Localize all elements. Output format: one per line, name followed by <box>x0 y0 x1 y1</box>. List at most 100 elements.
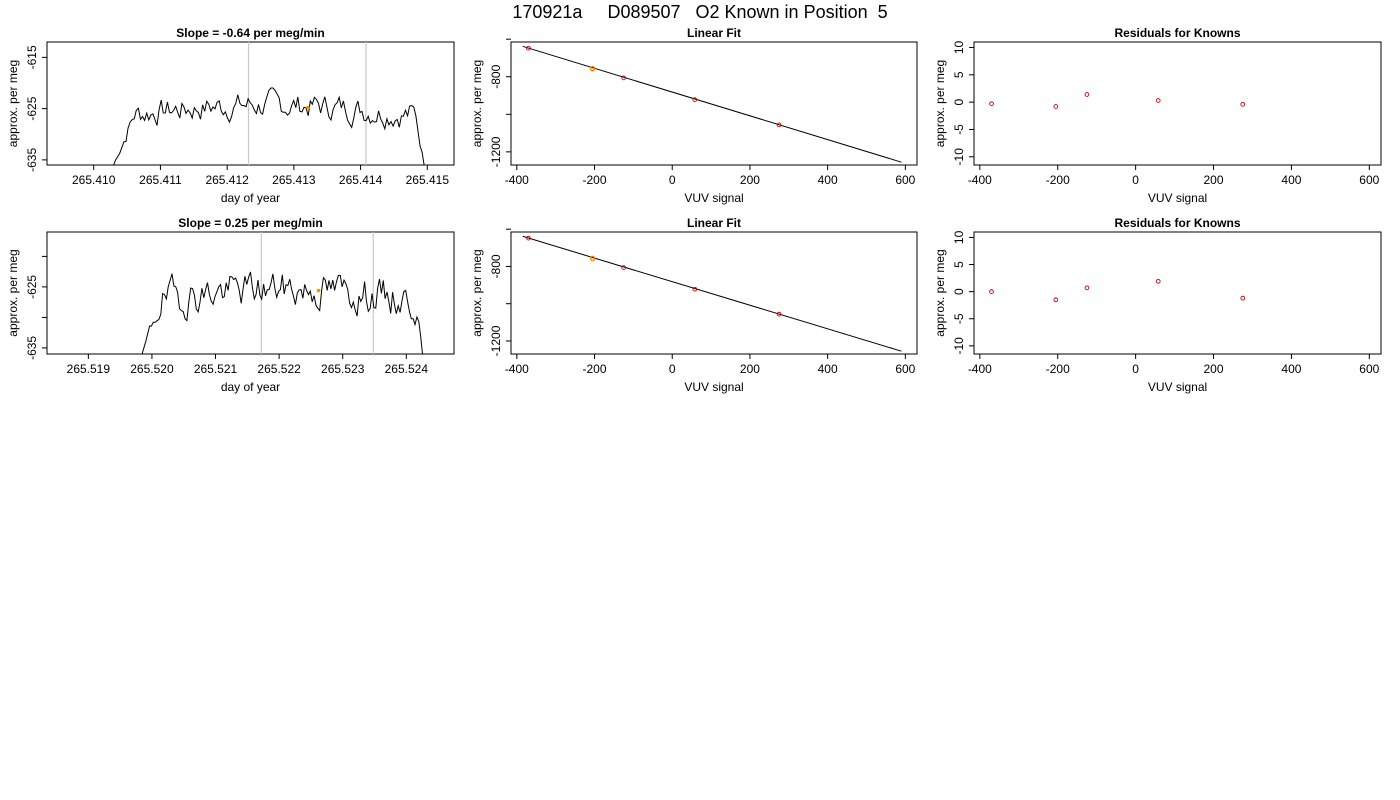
plot-area <box>110 42 428 165</box>
data-trace <box>139 271 426 354</box>
plot-area <box>522 235 902 352</box>
x-tick-label: -400 <box>505 173 529 187</box>
data-point <box>776 311 782 317</box>
chart-panel-res1: Residuals for Knowns -400 -200 0 200 400 600 10… <box>933 26 1382 205</box>
x-tick-label: 265.519 <box>67 362 111 376</box>
x-tick-label: 200 <box>740 362 760 376</box>
x-tick-label: 400 <box>818 173 838 187</box>
highlight-point <box>589 65 596 72</box>
x-tick-label: 200 <box>740 173 760 187</box>
y-tick-label: 10 <box>952 40 966 54</box>
y-tick-label: -800 <box>489 254 503 278</box>
x-axis-label: day of year <box>221 191 280 205</box>
plot-area <box>522 45 902 163</box>
y-axis-label: approx. per meg <box>470 60 484 147</box>
data-point <box>989 101 994 107</box>
plot-area <box>139 232 426 354</box>
chart-title: Residuals for Knowns <box>1114 216 1240 230</box>
y-tick-label: 10 <box>952 230 966 244</box>
x-axis-label: VUV signal <box>684 380 743 394</box>
data-point <box>1155 98 1161 103</box>
x-tick-label: -200 <box>1046 362 1070 376</box>
data-trace <box>110 87 428 165</box>
data-point <box>1084 285 1090 291</box>
y-tick-label: -10 <box>952 337 966 355</box>
highlight-point <box>589 255 596 262</box>
x-tick-label: 400 <box>1281 362 1301 376</box>
data-point <box>1053 104 1059 109</box>
x-tick-label: 200 <box>1204 173 1224 187</box>
chart-title: Linear Fit <box>687 26 741 40</box>
y-tick-label: -10 <box>952 148 966 166</box>
x-axis-label: VUV signal <box>1148 191 1207 205</box>
fit-line <box>522 235 902 352</box>
y-axis-label: approx. per meg <box>933 249 947 336</box>
x-tick-label: 200 <box>1204 362 1224 376</box>
fit-line <box>522 45 902 163</box>
chart-panel-res2: Residuals for Knowns -400 -200 0 200 400 600 10… <box>933 216 1382 394</box>
x-tick-label: -400 <box>968 362 992 376</box>
data-point <box>1084 92 1090 97</box>
x-tick-label: 600 <box>895 362 915 376</box>
x-tick-label: 600 <box>1359 173 1379 187</box>
x-tick-label: 400 <box>818 362 838 376</box>
plot-frame <box>510 231 918 355</box>
x-tick-label: 600 <box>895 173 915 187</box>
plot-frame <box>510 41 918 166</box>
plot-frame <box>973 41 1382 166</box>
x-tick-label: 265.523 <box>321 362 365 376</box>
x-axis-label: VUV signal <box>684 191 743 205</box>
data-point <box>621 265 627 270</box>
x-tick-label: 265.415 <box>406 173 450 187</box>
y-tick-label: -1200 <box>489 136 503 167</box>
y-tick-label: -5 <box>952 124 966 135</box>
y-tick-label: -615 <box>25 45 39 69</box>
plot-frame <box>973 231 1382 355</box>
data-point <box>526 235 531 241</box>
data-point <box>621 75 627 81</box>
highlight-marker <box>316 288 321 293</box>
x-tick-label: 0 <box>1132 173 1139 187</box>
x-tick-label: 265.524 <box>385 362 429 376</box>
page-title: 170921a D089507 O2 Known in Position 5 <box>512 2 888 22</box>
y-axis-label: approx. per meg <box>6 249 20 336</box>
x-tick-label: 265.411 <box>139 173 182 187</box>
y-tick-label: -1200 <box>489 325 503 356</box>
y-tick-label: 5 <box>952 71 966 78</box>
chart-panel-ts1: Slope = -0.64 per meg/min 265.410 265.411 2… <box>6 26 455 205</box>
y-tick-label: -800 <box>489 64 503 88</box>
plot-frame <box>46 231 455 355</box>
data-point <box>989 289 994 294</box>
y-tick-label: 0 <box>952 98 966 105</box>
x-tick-label: 600 <box>1359 362 1379 376</box>
y-axis-label: approx. per meg <box>6 60 20 147</box>
chart-panel-fit2: Linear Fit -400 -200 0 200 400 600 -800 -1200 VUV… <box>470 216 918 394</box>
chart-title: Residuals for Knowns <box>1114 26 1240 40</box>
data-point <box>1053 297 1059 303</box>
y-tick-label: -625 <box>25 275 39 299</box>
data-point <box>526 45 531 51</box>
chart-panel-fit1: Linear Fit -400 -200 0 200 400 600 -800 -1200 VUV… <box>470 26 918 205</box>
data-point <box>692 286 698 292</box>
chart-panel-ts2: Slope = 0.25 per meg/min 265.519 265.520 26… <box>6 216 455 394</box>
y-tick-label: -635 <box>25 148 39 172</box>
x-tick-label: 265.413 <box>272 173 316 187</box>
data-point <box>776 122 782 128</box>
x-axis-label: day of year <box>221 380 280 394</box>
chart-title: Slope = 0.25 per meg/min <box>178 216 322 230</box>
x-tick-label: 0 <box>669 362 676 376</box>
x-tick-label: 265.522 <box>257 362 301 376</box>
data-point <box>1155 278 1161 284</box>
plot-area <box>989 278 1246 303</box>
plot-frame <box>46 41 455 166</box>
y-tick-label: -625 <box>25 96 39 120</box>
x-tick-label: 265.520 <box>130 362 174 376</box>
x-tick-label: 400 <box>1281 173 1301 187</box>
x-tick-label: -200 <box>583 173 607 187</box>
chart-title: Slope = -0.64 per meg/min <box>176 26 324 40</box>
y-tick-label: 0 <box>952 288 966 295</box>
y-axis-label: approx. per meg <box>933 60 947 147</box>
y-tick-label: -5 <box>952 313 966 324</box>
data-point <box>692 97 698 103</box>
